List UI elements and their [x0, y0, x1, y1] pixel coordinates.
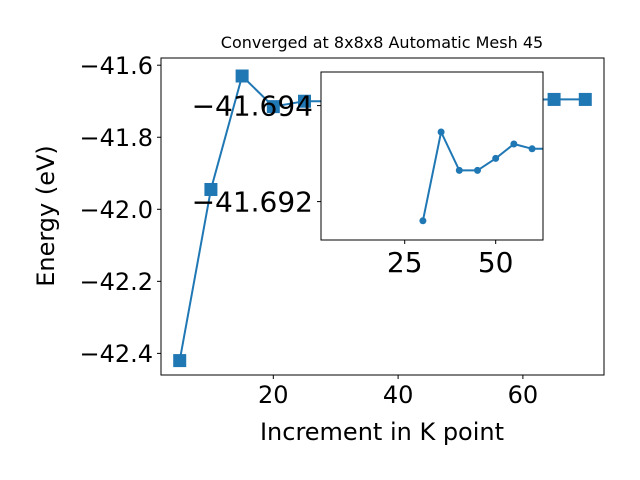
- main-data-point: [547, 92, 561, 106]
- main-y-ticks: −42.4 −42.2 −42.0 −41.8 −41.6: [79, 52, 161, 368]
- inset-y-ticks: −41.694 −41.692: [192, 90, 321, 219]
- main-y-tick-label: −41.6: [79, 52, 153, 80]
- main-data-point: [235, 69, 249, 83]
- inset-y-tick-label: −41.692: [192, 186, 313, 219]
- main-y-tick-label: −41.8: [79, 124, 153, 152]
- main-plot-frame: [160, 57, 605, 376]
- y-axis-label: Energy (eV): [32, 145, 60, 287]
- inset-data-point: [510, 140, 518, 148]
- main-x-tick-label: 40: [383, 381, 414, 409]
- main-data-point: [266, 100, 280, 114]
- inset-x-tick-label: 25: [387, 246, 423, 279]
- inset-data-point: [528, 145, 536, 153]
- main-x-tick-label: 60: [508, 381, 539, 409]
- inset-data-point: [455, 166, 463, 174]
- inset-background: [321, 72, 543, 240]
- inset-data-point: [419, 217, 427, 225]
- main-y-tick-label: −42.2: [79, 268, 153, 296]
- main-data-point: [204, 182, 218, 196]
- inset-data-point: [492, 154, 500, 162]
- inset-data-point: [473, 166, 481, 174]
- main-data-point: [578, 92, 592, 106]
- inset-y-tick-label: −41.694: [192, 90, 313, 123]
- chart-title: Converged at 8x8x8 Automatic Mesh 45: [221, 33, 543, 52]
- x-axis-label: Increment in K point: [260, 418, 504, 446]
- main-data-point: [173, 354, 187, 368]
- main-data-point: [298, 94, 312, 108]
- main-y-tick-label: −42.4: [79, 340, 153, 368]
- inset-series: [419, 128, 543, 225]
- main-x-tick-label: 20: [258, 381, 289, 409]
- main-y-tick-label: −42.0: [79, 196, 153, 224]
- inset-plot-frame: [320, 71, 544, 241]
- inset-x-tick-label: 50: [478, 246, 514, 279]
- main-x-ticks: 20 40 60: [258, 375, 538, 409]
- inset-x-ticks: 25 50: [387, 240, 514, 279]
- inset-plot: 25 50 −41.694 −41.692: [192, 71, 544, 279]
- inset-data-point: [437, 128, 445, 136]
